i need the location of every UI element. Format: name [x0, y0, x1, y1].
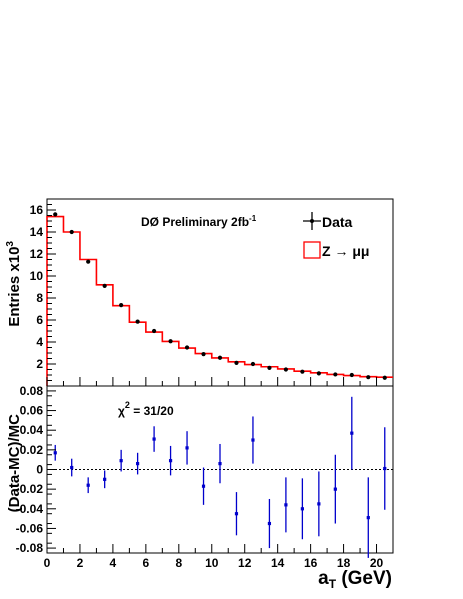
y-tick-label: 2	[36, 357, 43, 371]
preliminary-label: DØ Preliminary 2fb-1	[141, 214, 257, 229]
ratio-point	[103, 477, 107, 481]
ratio-point	[152, 437, 156, 441]
data-point	[316, 371, 321, 376]
chi2-exponent: 2	[125, 400, 130, 410]
chi2-value: = 31/20	[130, 404, 174, 418]
ratio-point	[185, 446, 189, 450]
ratio-point	[333, 487, 337, 491]
data-point	[184, 345, 190, 350]
ratio-y-tick-label: -0.02	[16, 482, 44, 496]
x-tick-label: 0	[44, 556, 51, 570]
y-tick-label: 6	[36, 313, 43, 327]
x-axis-title-subscript: T	[329, 577, 337, 591]
data-point	[86, 259, 91, 264]
y-axis-title-main: Entries x10	[6, 247, 23, 327]
x-tick-label: 18	[337, 556, 351, 570]
data-point	[201, 352, 206, 357]
ratio-y-axis-title: (Data-MC)/MC	[6, 414, 23, 512]
ratio-point	[317, 502, 321, 506]
ratio-y-tick-label: 0.06	[20, 404, 44, 418]
ratio-point	[70, 465, 74, 470]
y-tick-label: 16	[30, 203, 44, 217]
x-tick-label: 6	[143, 556, 150, 570]
data-point	[53, 212, 58, 217]
ratio-point	[218, 462, 222, 466]
data-point	[151, 328, 157, 334]
data-point	[300, 369, 305, 374]
ratio-point	[366, 516, 370, 520]
x-tick-label: 20	[370, 556, 384, 570]
y-tick-label: 8	[36, 291, 43, 305]
ratio-point	[284, 503, 288, 507]
chi2-annotation: χ2 = 31/20	[118, 400, 174, 418]
preliminary-label-exponent: -1	[249, 214, 257, 223]
data-point	[283, 367, 289, 372]
ratio-point	[201, 484, 206, 488]
data-point	[69, 229, 74, 235]
x-tick-label: 14	[271, 556, 285, 570]
chi2-symbol: χ	[118, 404, 125, 418]
legend-data-marker-dot	[310, 219, 314, 223]
x-tick-label: 12	[238, 556, 252, 570]
data-point	[333, 372, 338, 377]
ratio-y-tick-label: 0.04	[20, 423, 44, 437]
ratio-point	[234, 512, 239, 516]
data-point	[168, 339, 173, 344]
ratio-point	[350, 431, 354, 435]
y-tick-label: 10	[30, 269, 44, 283]
ratio-point	[136, 462, 140, 466]
mc-histogram-line	[46, 215, 393, 386]
x-tick-label: 4	[110, 556, 117, 570]
x-tick-label: 2	[77, 556, 84, 570]
x-tick-label: 8	[175, 556, 182, 570]
y-tick-label: 12	[30, 247, 44, 261]
x-axis-title-unit: (GeV)	[336, 568, 392, 589]
x-axis-title-main: a	[318, 568, 329, 589]
ratio-y-tick-label: -0.08	[16, 541, 44, 555]
ratio-point	[86, 483, 90, 487]
y-axis-title: Entries x103	[5, 241, 23, 327]
legend-mc-box	[303, 241, 321, 259]
data-point	[382, 375, 387, 380]
x-tick-label: 16	[304, 556, 318, 570]
legend-data-label: Data	[322, 214, 353, 230]
ratio-y-tick-label: -0.06	[16, 521, 44, 535]
ratio-y-tick-label: 0.02	[20, 443, 44, 457]
distribution-panel: 2 4 6 8 10 12 14 16 Entries x103 DØ Preliminary 2…	[5, 198, 394, 387]
data-point	[349, 372, 354, 378]
ratio-point	[267, 521, 272, 526]
data-point	[102, 283, 107, 288]
ratio-point	[119, 459, 123, 463]
data-point	[217, 355, 223, 360]
ratio-point	[251, 438, 255, 442]
x-axis-title: aT (GeV)	[318, 568, 392, 591]
x-tick-label: 10	[205, 556, 219, 570]
ratio-y-tick-label: 0	[36, 463, 43, 477]
data-point	[366, 375, 371, 380]
ratio-y-tick-label: -0.04	[16, 502, 44, 516]
ratio-point	[168, 459, 173, 463]
data-point	[267, 365, 272, 370]
y-tick-label: 4	[36, 335, 43, 349]
ratio-point	[300, 507, 304, 511]
preliminary-label-main: DØ Preliminary 2fb	[141, 215, 249, 229]
data-point	[135, 319, 140, 324]
y-axis-title-exponent: 3	[5, 241, 16, 247]
data-point	[234, 360, 239, 365]
data-point	[250, 361, 256, 367]
ratio-point	[383, 466, 387, 471]
ratio-point	[53, 451, 57, 455]
ratio-panel: -0.08 -0.06 -0.04 -0.02 0 0.02 0.04 0.06 0.08 0 2 4…	[6, 384, 394, 591]
data-point	[119, 303, 124, 308]
legend-mc-label: Z → μμ	[322, 243, 369, 259]
ratio-y-tick-label: 0.08	[20, 384, 44, 398]
y-tick-label: 14	[30, 225, 44, 239]
